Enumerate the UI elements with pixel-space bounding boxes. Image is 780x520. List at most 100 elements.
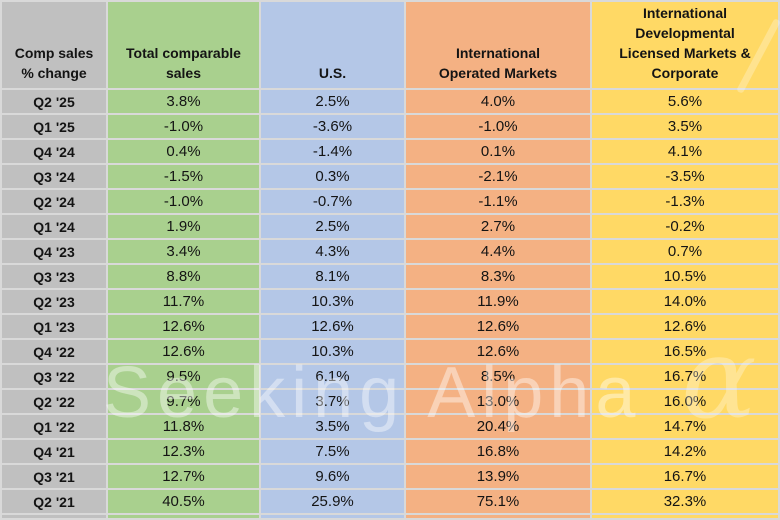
table-row: Q2 '23 11.7% 10.3% 11.9% 14.0% [2, 290, 778, 313]
table-row: Q1 '24 1.9% 2.5% 2.7% -0.2% [2, 215, 778, 238]
value-cell-idl: 5.6% [592, 90, 778, 113]
value-cell-idl: 3.5% [592, 115, 778, 138]
value-cell-total: 3.8% [108, 90, 259, 113]
header-us: U.S. [261, 2, 404, 88]
table-body: Q2 '25 3.8% 2.5% 4.0% 5.6% Q1 '25 -1.0% -3.6% -1… [2, 90, 778, 513]
value-cell-us: -0.7% [261, 190, 404, 213]
value-cell-us: 3.7% [261, 390, 404, 413]
value-cell-idl: 14.0% [592, 290, 778, 313]
value-cell-total: 12.7% [108, 465, 259, 488]
table-row: Q2 '24 -1.0% -0.7% -1.1% -1.3% [2, 190, 778, 213]
value-cell-total: 1.9% [108, 215, 259, 238]
value-cell-total: 3.4% [108, 240, 259, 263]
value-cell-idl: 16.5% [592, 340, 778, 363]
value-cell-total: 11.8% [108, 415, 259, 438]
value-cell-total: 12.3% [108, 440, 259, 463]
value-cell-iom: 8.5% [406, 365, 590, 388]
value-cell-iom: -2.1% [406, 165, 590, 188]
value-cell-total: 8.8% [108, 265, 259, 288]
value-cell-idl: 14.2% [592, 440, 778, 463]
row-label-cell: Q2 '25 [2, 90, 106, 113]
value-cell-idl: 0.7% [592, 240, 778, 263]
value-cell-us: 2.5% [261, 215, 404, 238]
value-cell-iom: 13.9% [406, 465, 590, 488]
value-cell-us: 6.1% [261, 365, 404, 388]
value-cell-total: 0.4% [108, 140, 259, 163]
value-cell-idl: -3.5% [592, 165, 778, 188]
value-cell-total: 9.7% [108, 390, 259, 413]
row-label-cell: Q3 '21 [2, 465, 106, 488]
row-label-cell: Q3 '22 [2, 365, 106, 388]
table-row: Q4 '24 0.4% -1.4% 0.1% 4.1% [2, 140, 778, 163]
row-label-cell: Q4 '24 [2, 140, 106, 163]
value-cell-idl: -0.2% [592, 215, 778, 238]
table-row: Q1 '25 -1.0% -3.6% -1.0% 3.5% [2, 115, 778, 138]
value-cell-iom: 4.4% [406, 240, 590, 263]
value-cell-idl: 14.7% [592, 415, 778, 438]
value-cell-iom: 13.0% [406, 390, 590, 413]
value-cell-total: 12.6% [108, 315, 259, 338]
value-cell-idl: 32.3% [592, 490, 778, 513]
value-cell-iom: 4.0% [406, 90, 590, 113]
value-cell-us: 9.6% [261, 465, 404, 488]
value-cell-iom: -1.1% [406, 190, 590, 213]
value-cell-idl: 4.1% [592, 140, 778, 163]
value-cell-total: -1.5% [108, 165, 259, 188]
value-cell-iom: 8.3% [406, 265, 590, 288]
row-label-cell: Q3 '24 [2, 165, 106, 188]
row-label-cell: Q1 '22 [2, 415, 106, 438]
value-cell-us: 10.3% [261, 340, 404, 363]
value-cell-total: -1.0% [108, 190, 259, 213]
table-row: Q1 '22 11.8% 3.5% 20.4% 14.7% [2, 415, 778, 438]
corner-header-comp-sales-pct-change: Comp sales % change [2, 2, 106, 88]
value-cell-iom: 0.1% [406, 140, 590, 163]
value-cell-us: -1.4% [261, 140, 404, 163]
value-cell-idl: 16.7% [592, 365, 778, 388]
value-cell-us: -3.6% [261, 115, 404, 138]
table-row: Q3 '21 12.7% 9.6% 13.9% 16.7% [2, 465, 778, 488]
value-cell-idl: 10.5% [592, 265, 778, 288]
row-label-cell: Q2 '21 [2, 490, 106, 513]
table-row: Q3 '24 -1.5% 0.3% -2.1% -3.5% [2, 165, 778, 188]
value-cell-us: 4.3% [261, 240, 404, 263]
table-row: Q4 '23 3.4% 4.3% 4.4% 0.7% [2, 240, 778, 263]
value-cell-us: 0.3% [261, 165, 404, 188]
header-total-comparable-sales: Total comparable sales [108, 2, 259, 88]
value-cell-us: 12.6% [261, 315, 404, 338]
value-cell-us: 10.3% [261, 290, 404, 313]
value-cell-iom: 12.6% [406, 340, 590, 363]
row-label-cell: Q4 '23 [2, 240, 106, 263]
row-label-cell: Q1 '23 [2, 315, 106, 338]
table-row: Q1 '23 12.6% 12.6% 12.6% 12.6% [2, 315, 778, 338]
row-label-cell: Q2 '23 [2, 290, 106, 313]
value-cell-total: -1.0% [108, 115, 259, 138]
value-cell-idl: 16.0% [592, 390, 778, 413]
value-cell-us: 25.9% [261, 490, 404, 513]
row-label-cell: Q2 '24 [2, 190, 106, 213]
value-cell-iom: 12.6% [406, 315, 590, 338]
value-cell-iom: -1.0% [406, 115, 590, 138]
table-row: Q4 '21 12.3% 7.5% 16.8% 14.2% [2, 440, 778, 463]
value-cell-iom: 11.9% [406, 290, 590, 313]
row-label-cell: Q4 '22 [2, 340, 106, 363]
value-cell-us: 3.5% [261, 415, 404, 438]
value-cell-iom: 20.4% [406, 415, 590, 438]
row-label-cell: Q3 '23 [2, 265, 106, 288]
header-international-operated-markets: International Operated Markets [406, 2, 590, 88]
table-row: Q2 '22 9.7% 3.7% 13.0% 16.0% [2, 390, 778, 413]
value-cell-us: 7.5% [261, 440, 404, 463]
row-label-cell: Q1 '25 [2, 115, 106, 138]
table-row: Q4 '22 12.6% 10.3% 12.6% 16.5% [2, 340, 778, 363]
value-cell-total: 40.5% [108, 490, 259, 513]
header-international-developmental-licensed-markets-corporate: International Developmental Licensed Mar… [592, 2, 778, 88]
value-cell-idl: 12.6% [592, 315, 778, 338]
value-cell-total: 11.7% [108, 290, 259, 313]
value-cell-us: 8.1% [261, 265, 404, 288]
row-label-cell: Q4 '21 [2, 440, 106, 463]
value-cell-total: 9.5% [108, 365, 259, 388]
table-row: Q2 '21 40.5% 25.9% 75.1% 32.3% [2, 490, 778, 513]
table-row: Q3 '23 8.8% 8.1% 8.3% 10.5% [2, 265, 778, 288]
table-row: Q2 '25 3.8% 2.5% 4.0% 5.6% [2, 90, 778, 113]
